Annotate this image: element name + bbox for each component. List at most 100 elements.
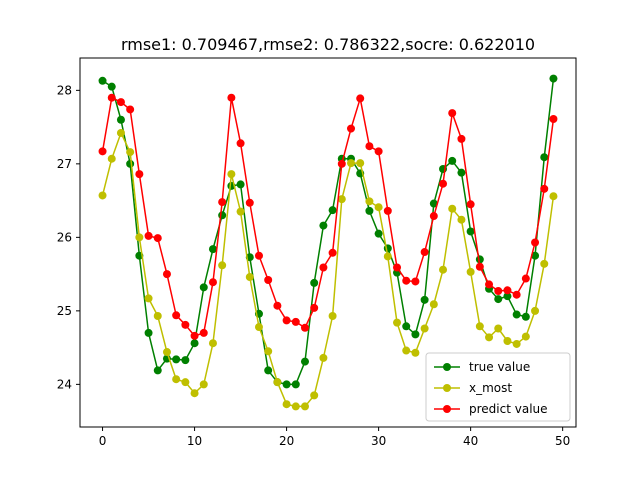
- y-tick-label: 25: [57, 304, 72, 318]
- data-point-predict-value: [402, 276, 411, 285]
- x-tick-label: 40: [463, 434, 478, 448]
- data-point-predict-value: [328, 248, 337, 257]
- data-point-x-most: [429, 300, 438, 309]
- data-point-true-value: [549, 74, 558, 83]
- data-point-true-value: [531, 251, 540, 260]
- data-point-predict-value: [153, 234, 162, 243]
- axes-frame: [79, 57, 577, 428]
- data-point-predict-value: [356, 94, 365, 103]
- axes: 0 10 20 30 40 50 24 25 26 27 28: [57, 57, 577, 448]
- chart-title: rmse1: 0.709467,rmse2: 0.786322,socre: 0…: [121, 35, 535, 54]
- data-point-predict-value: [291, 317, 300, 326]
- data-point-predict-value: [485, 280, 494, 289]
- data-point-true-value: [172, 355, 181, 364]
- data-point-true-value: [540, 153, 549, 162]
- data-point-true-value: [466, 227, 475, 236]
- data-point-predict-value: [503, 286, 512, 295]
- data-point-predict-value: [521, 274, 530, 283]
- data-point-x-most: [254, 323, 263, 332]
- x-tick-label: 50: [555, 434, 570, 448]
- data-point-x-most: [116, 128, 125, 137]
- data-point-true-value: [264, 366, 273, 375]
- data-point-predict-value: [310, 303, 319, 312]
- data-point-x-most: [466, 267, 475, 276]
- data-point-true-value: [236, 180, 245, 189]
- data-point-true-value: [282, 380, 291, 389]
- data-point-predict-value: [116, 98, 125, 107]
- data-point-true-value: [402, 322, 411, 331]
- data-point-x-most: [531, 306, 540, 315]
- data-point-true-value: [328, 206, 337, 215]
- data-point-x-most: [439, 265, 448, 274]
- data-point-true-value: [420, 295, 429, 304]
- data-point-predict-value: [190, 331, 199, 340]
- data-point-true-value: [291, 380, 300, 389]
- y-tick-label: 26: [57, 230, 72, 244]
- x-tick-label: 0: [99, 434, 107, 448]
- data-point-predict-value: [107, 93, 116, 102]
- data-point-predict-value: [549, 115, 558, 124]
- data-point-x-most: [475, 322, 484, 331]
- data-point-true-value: [365, 206, 374, 215]
- data-point-x-most: [393, 318, 402, 327]
- data-point-true-value: [521, 312, 530, 321]
- legend-box: [425, 352, 571, 422]
- data-point-predict-value: [420, 248, 429, 257]
- data-point-x-most: [540, 259, 549, 268]
- data-point-x-most: [365, 197, 374, 206]
- legend-marker-predict-value: [443, 405, 451, 413]
- data-point-predict-value: [273, 301, 282, 310]
- data-point-true-value: [512, 310, 521, 319]
- data-point-x-most: [135, 233, 144, 242]
- data-point-x-most: [374, 203, 383, 212]
- data-point-x-most: [521, 332, 530, 341]
- data-point-predict-value: [429, 212, 438, 221]
- data-point-x-most: [310, 391, 319, 400]
- data-point-x-most: [181, 378, 190, 387]
- data-point-predict-value: [319, 263, 328, 272]
- data-point-predict-value: [208, 278, 217, 287]
- data-point-true-value: [300, 357, 309, 366]
- data-point-predict-value: [337, 159, 346, 168]
- data-point-predict-value: [282, 316, 291, 325]
- data-point-predict-value: [98, 147, 107, 156]
- data-point-true-value: [190, 339, 199, 348]
- data-point-predict-value: [540, 184, 549, 193]
- x-tick-label: 30: [371, 434, 386, 448]
- data-point-predict-value: [181, 320, 190, 329]
- data-point-predict-value: [374, 147, 383, 156]
- data-point-x-most: [448, 204, 457, 213]
- data-point-predict-value: [126, 105, 135, 114]
- data-point-predict-value: [264, 275, 273, 284]
- data-point-true-value: [411, 330, 420, 339]
- data-point-true-value: [448, 156, 457, 165]
- data-point-x-most: [411, 348, 420, 357]
- data-point-x-most: [319, 353, 328, 362]
- data-point-predict-value: [393, 263, 402, 272]
- legend-marker-x-most: [443, 384, 451, 392]
- x-tick-label: 10: [187, 434, 202, 448]
- data-point-x-most: [420, 324, 429, 333]
- data-point-x-most: [144, 294, 153, 303]
- data-point-x-most: [485, 333, 494, 342]
- data-point-true-value: [181, 356, 190, 365]
- data-point-predict-value: [466, 200, 475, 209]
- data-point-x-most: [383, 252, 392, 261]
- data-point-predict-value: [199, 328, 208, 337]
- data-point-x-most: [282, 400, 291, 409]
- data-point-true-value: [457, 168, 466, 177]
- data-point-x-most: [264, 347, 273, 356]
- data-point-x-most: [107, 154, 116, 163]
- data-point-predict-value: [172, 311, 181, 320]
- data-point-x-most: [245, 273, 254, 282]
- data-point-x-most: [98, 191, 107, 200]
- data-point-x-most: [218, 261, 227, 270]
- data-point-predict-value: [144, 231, 153, 240]
- data-point-true-value: [153, 366, 162, 375]
- data-point-predict-value: [227, 93, 236, 102]
- data-point-true-value: [494, 295, 503, 304]
- data-point-predict-value: [300, 323, 309, 332]
- data-point-true-value: [107, 82, 116, 91]
